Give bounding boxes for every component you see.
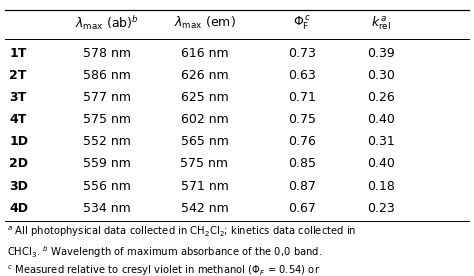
Text: CHCl$_3$. $^{b}$ Wavelength of maximum absorbance of the 0,0 band.: CHCl$_3$. $^{b}$ Wavelength of maximum a… (7, 244, 322, 260)
Text: 571 nm: 571 nm (181, 180, 228, 193)
Text: 542 nm: 542 nm (181, 202, 228, 215)
Text: 625 nm: 625 nm (181, 91, 228, 104)
Text: 577 nm: 577 nm (83, 91, 131, 104)
Text: 0.39: 0.39 (367, 47, 395, 60)
Text: 0.26: 0.26 (367, 91, 395, 104)
Text: 626 nm: 626 nm (181, 69, 228, 82)
Text: 0.40: 0.40 (367, 158, 395, 171)
Text: 578 nm: 578 nm (83, 47, 131, 60)
Text: 534 nm: 534 nm (83, 202, 131, 215)
Text: $\lambda_{\mathrm{max}}$ (ab)$^{b}$: $\lambda_{\mathrm{max}}$ (ab)$^{b}$ (75, 14, 139, 32)
Text: $\Phi_{\mathrm{F}}^{\,c}$: $\Phi_{\mathrm{F}}^{\,c}$ (293, 14, 311, 32)
Text: 575 nm: 575 nm (181, 158, 228, 171)
Text: 575 nm: 575 nm (83, 113, 131, 126)
Text: 2T: 2T (9, 69, 27, 82)
Text: 0.73: 0.73 (288, 47, 316, 60)
Text: 0.18: 0.18 (367, 180, 395, 193)
Text: 2D: 2D (9, 158, 28, 171)
Text: 0.30: 0.30 (367, 69, 395, 82)
Text: 1T: 1T (9, 47, 27, 60)
Text: 0.71: 0.71 (288, 91, 316, 104)
Text: 616 nm: 616 nm (181, 47, 228, 60)
Text: 0.40: 0.40 (367, 113, 395, 126)
Text: 565 nm: 565 nm (181, 135, 228, 148)
Text: 559 nm: 559 nm (83, 158, 131, 171)
Text: 556 nm: 556 nm (83, 180, 131, 193)
Text: 0.23: 0.23 (367, 202, 395, 215)
Text: 0.31: 0.31 (367, 135, 395, 148)
Text: 0.87: 0.87 (288, 180, 316, 193)
Text: 552 nm: 552 nm (83, 135, 131, 148)
Text: 0.63: 0.63 (288, 69, 316, 82)
Text: 1D: 1D (9, 135, 28, 148)
Text: 4D: 4D (9, 202, 28, 215)
Text: $\lambda_{\mathrm{max}}$ (em): $\lambda_{\mathrm{max}}$ (em) (173, 15, 236, 31)
Text: $k_{\mathrm{rel}}^{\,a}$: $k_{\mathrm{rel}}^{\,a}$ (371, 14, 391, 32)
Text: $^{c}$ Measured relative to cresyl violet in methanol ($\Phi_F$ = 0.54) or: $^{c}$ Measured relative to cresyl viole… (7, 264, 320, 276)
Text: 0.67: 0.67 (288, 202, 316, 215)
Text: 0.85: 0.85 (288, 158, 316, 171)
Text: 3D: 3D (9, 180, 28, 193)
Text: 0.75: 0.75 (288, 113, 316, 126)
Text: 4T: 4T (9, 113, 27, 126)
Text: 602 nm: 602 nm (181, 113, 228, 126)
Text: 3T: 3T (9, 91, 27, 104)
Text: 0.76: 0.76 (288, 135, 316, 148)
Text: 586 nm: 586 nm (83, 69, 131, 82)
Text: $^{a}$ All photophysical data collected in CH$_2$Cl$_2$; kinetics data collected: $^{a}$ All photophysical data collected … (7, 225, 356, 239)
